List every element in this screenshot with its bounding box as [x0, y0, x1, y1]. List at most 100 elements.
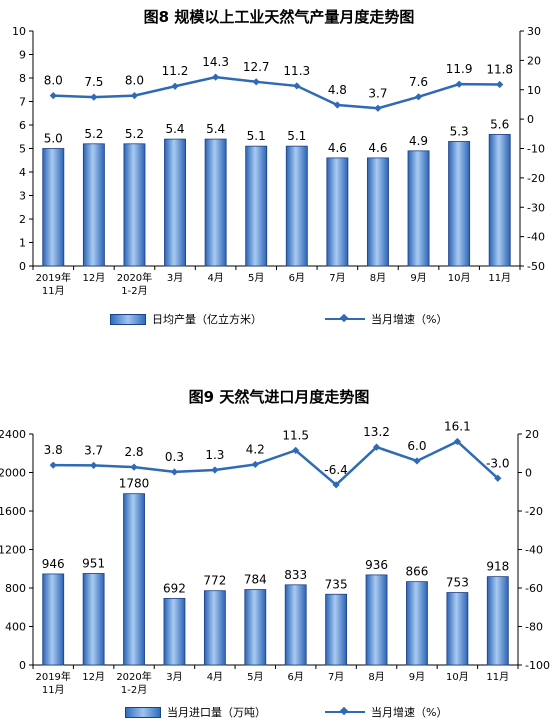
x-tick-label: 7月	[329, 272, 345, 284]
left-tick-label: 0	[19, 659, 26, 672]
line-point	[212, 73, 220, 81]
left-tick-label: 9	[19, 49, 26, 62]
line-point	[90, 93, 98, 101]
bar-value-label: 692	[163, 581, 186, 595]
right-tick-label: -40	[527, 231, 545, 244]
x-tick-label: 12月	[83, 272, 106, 284]
bar	[284, 584, 307, 666]
bar-value-label: 4.6	[328, 141, 347, 155]
bar	[163, 597, 186, 666]
legend-bar-item: 当月进口量（万吨）	[125, 704, 266, 720]
line-value-label: 4.2	[246, 442, 265, 456]
line-point	[170, 468, 179, 476]
line-point	[252, 78, 260, 86]
left-tick-label: 4	[19, 166, 26, 179]
x-tick-label: 9月	[410, 272, 426, 284]
left-tick-label: 400	[5, 621, 26, 634]
line-marker-icon	[325, 314, 365, 324]
bar-value-label: 951	[82, 556, 105, 570]
line-value-label: 11.8	[486, 62, 513, 76]
legend-bar-label: 日均产量（亿立方米）	[152, 313, 262, 326]
bar	[204, 138, 227, 267]
line-point	[374, 104, 382, 112]
bar-value-label: 5.2	[125, 127, 144, 141]
right-tick-label: -80	[525, 621, 543, 634]
left-tick-label: 8	[19, 72, 26, 85]
left-tick-label: 10	[12, 25, 26, 38]
x-tick-label: 11月	[486, 671, 509, 683]
bar-value-label: 753	[446, 576, 469, 590]
right-tick-label: -20	[525, 505, 543, 518]
bar	[82, 573, 105, 666]
left-tick-label: 7	[19, 96, 26, 109]
line-value-label: 7.6	[409, 75, 428, 89]
left-tick-label: 2	[19, 213, 26, 226]
bar-value-label: 5.0	[44, 132, 63, 146]
production-chart: 图8 规模以上工业天然气产量月度走势图 0 1 2 3 4 5 6 7 8 9 10 -50 -40 -3…	[0, 0, 558, 340]
bar	[407, 150, 430, 267]
line-point	[130, 463, 138, 471]
legend-line-label: 当月增速（%）	[371, 313, 448, 326]
right-tick-label: -50	[527, 260, 545, 273]
right-tick-label: -30	[527, 201, 545, 214]
line-value-label: 1.3	[205, 448, 224, 462]
line-value-label: 3.8	[44, 443, 63, 457]
right-tick-label: -40	[525, 544, 543, 557]
bar	[448, 141, 471, 267]
bar-value-label: 918	[486, 560, 509, 574]
bar-value-label: 936	[365, 558, 388, 572]
bar	[42, 148, 65, 267]
x-tick-label: 4月	[207, 272, 223, 284]
bar-value-label: 5.4	[165, 122, 184, 136]
right-tick-label: 0	[525, 467, 532, 480]
line-point	[453, 437, 461, 446]
growth-line	[53, 75, 500, 110]
line-value-label: 6.0	[407, 439, 426, 453]
line-marker-icon	[325, 707, 365, 717]
line-point	[251, 460, 259, 469]
import-chart: 图9 天然气进口月度走势图 0 400 800 1200 1600 2000 2400 -10…	[0, 380, 558, 721]
bar	[367, 157, 389, 267]
bar-value-label: 5.2	[84, 127, 103, 141]
bar	[488, 133, 511, 267]
line-value-label: 11.2	[162, 64, 189, 78]
line-point	[130, 92, 139, 100]
x-tick-label: 2019年	[36, 271, 71, 284]
left-tick-label: 800	[5, 582, 26, 595]
legend-line-label: 当月增速（%）	[371, 706, 448, 719]
line-point	[332, 481, 340, 489]
legend-line-item: 当月增速（%）	[325, 311, 447, 327]
x-tick-label: 6月	[289, 272, 305, 284]
x-tick-label: 3月	[166, 671, 182, 683]
line-value-label: 12.7	[243, 60, 270, 74]
line-point	[293, 82, 301, 90]
x-tick-label: 2020年	[117, 271, 152, 284]
bar-value-label: 833	[284, 568, 307, 582]
line-value-label: 11.3	[283, 64, 310, 78]
x-tick-label: 10月	[446, 671, 469, 683]
bar-value-label: 4.9	[409, 134, 428, 148]
bar-swatch-icon	[110, 313, 146, 325]
line-value-label: 8.0	[125, 74, 144, 88]
line-value-label: 11.5	[282, 428, 309, 442]
right-tick-label: 20	[527, 54, 541, 67]
x-tick-label: 8月	[368, 671, 384, 683]
left-tick-label: 3	[19, 190, 26, 203]
line-point	[90, 461, 98, 469]
x-tick-label: 1-2月	[121, 285, 147, 297]
right-tick-label: -60	[525, 582, 543, 595]
bar-swatch-icon	[125, 706, 161, 718]
bar-value-label: 772	[203, 574, 226, 588]
line-value-label: 16.1	[444, 420, 471, 434]
line-value-label: 14.3	[202, 55, 229, 69]
line-value-label: -6.4	[324, 463, 347, 477]
x-tick-label: 11月	[42, 684, 65, 696]
x-tick-label: 11月	[488, 272, 511, 284]
line-value-label: 2.8	[124, 445, 143, 459]
line-value-label: 3.7	[368, 86, 387, 100]
line-point	[171, 82, 179, 90]
x-tick-label: 11月	[42, 285, 65, 297]
right-tick-label: 30	[527, 25, 541, 38]
bar-value-label: 946	[42, 557, 65, 571]
bar	[203, 590, 226, 666]
